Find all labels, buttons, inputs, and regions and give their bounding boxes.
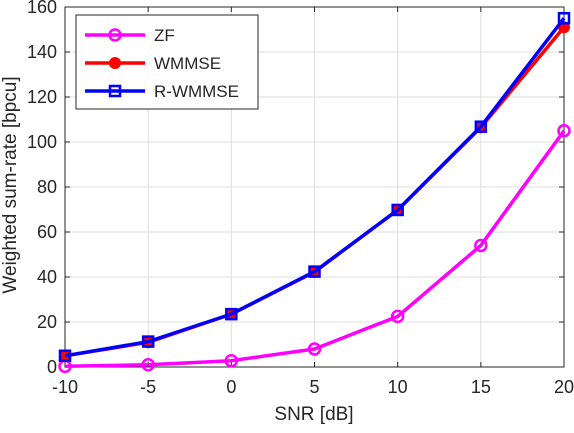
series-r-wmmse	[58, 12, 571, 362]
legend-entry: WMMSE	[85, 54, 221, 73]
data-point-square	[391, 203, 404, 217]
x-tick-label: 15	[471, 377, 491, 397]
series-layer	[58, 12, 571, 374]
x-tick-label: 0	[226, 377, 236, 397]
series-line	[64, 129, 566, 369]
x-tick-label: -10	[52, 377, 78, 397]
series-line	[64, 17, 566, 358]
x-tick-label: 10	[388, 377, 408, 397]
y-tick-label: 60	[37, 222, 57, 242]
y-tick-label: 140	[27, 42, 57, 62]
data-point-square	[557, 12, 571, 25]
y-tick-label: 100	[27, 132, 57, 152]
data-point-square	[308, 265, 321, 278]
legend-entry: ZF	[85, 26, 175, 45]
y-tick-label: 80	[37, 177, 57, 197]
data-point-filled-circle	[109, 57, 121, 69]
x-tick-label: 5	[309, 377, 319, 397]
legend-label: WMMSE	[154, 54, 221, 73]
data-point-square	[58, 349, 72, 362]
data-point-circle	[224, 353, 239, 368]
legend-label: R-WMMSE	[154, 82, 239, 101]
x-tick-label: -5	[140, 377, 156, 397]
y-tick-label: 40	[37, 267, 57, 287]
axes: -10 -5 0 5 10 15 20 0 20 40 60 80 100 120 140 160	[27, 0, 574, 397]
data-point-square	[225, 307, 238, 321]
y-tick-label: 0	[47, 357, 57, 377]
legend-label: ZF	[154, 26, 175, 45]
data-point-circle	[557, 124, 571, 138]
data-point-circle	[390, 309, 405, 324]
data-point-circle	[307, 342, 322, 356]
data-point-square	[108, 84, 122, 98]
y-tick-label: 20	[37, 312, 57, 332]
data-point-circle	[141, 358, 155, 372]
data-point-circle	[474, 238, 488, 253]
x-tick-label: 20	[554, 377, 574, 397]
data-point-square	[474, 120, 488, 133]
x-axis-label: SNR [dB]	[274, 404, 353, 425]
data-point-circle	[108, 28, 122, 42]
y-axis-label: Weighted sum-rate [bpcu]	[0, 76, 21, 293]
y-tick-label: 120	[27, 87, 57, 107]
legend: ZF WMMSE R-WMMSE	[75, 14, 259, 110]
data-point-square	[141, 335, 155, 348]
y-tick-label: 160	[27, 0, 57, 17]
legend-entry: R-WMMSE	[85, 82, 239, 101]
